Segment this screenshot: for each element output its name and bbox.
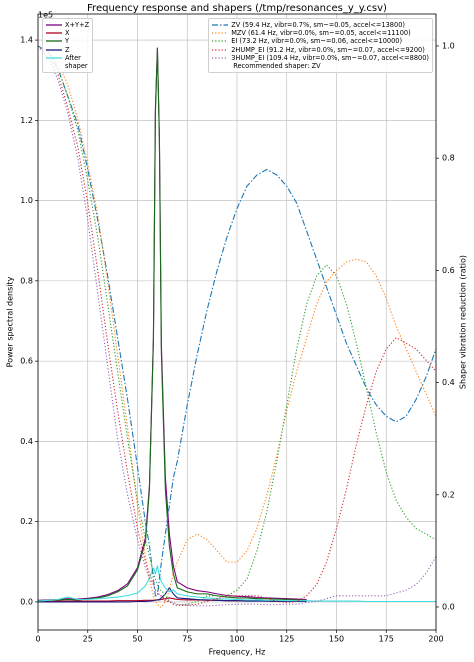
- legend-swatch: [212, 57, 229, 59]
- y-tick-label: 1.0: [20, 196, 33, 205]
- legend-shapers: ZV (59.4 Hz, vibr=0.7%, sm~=0.05, accel<…: [208, 18, 433, 74]
- legend-swatch: [46, 49, 62, 51]
- y2-tick-label: 0.8: [442, 154, 455, 163]
- legend-swatch: [46, 24, 62, 26]
- y2-tick-label: 1.0: [442, 41, 455, 50]
- legend-entry: ZV (59.4 Hz, vibr=0.7%, sm~=0.05, accel<…: [212, 21, 429, 29]
- x-tick-label: 50: [132, 635, 142, 644]
- y2-tick-label: 0.2: [442, 490, 455, 499]
- legend-entry: Z: [46, 46, 89, 54]
- y-offset-label: 1e5: [38, 11, 53, 20]
- y-tick-label: 0.4: [20, 437, 33, 446]
- y2-axis-label: Shaper vibration reduction (ratio): [459, 255, 468, 389]
- legend-swatch: [212, 40, 229, 43]
- legend-swatch: [212, 32, 229, 34]
- y2-tick-label: 0.0: [442, 602, 455, 611]
- series-line: [38, 587, 307, 603]
- legend-label: EI (73.2 Hz, vibr=0.0%, sm~=0.06, accel<…: [231, 37, 403, 46]
- x-tick-label: 0: [35, 635, 40, 644]
- x-tick-label: 100: [229, 635, 244, 644]
- legend-entry: 2HUMP_EI (91.2 Hz, vibr=0.0%, sm~=0.07, …: [212, 46, 429, 54]
- y2-tick-label: 0.6: [442, 266, 455, 275]
- y-tick-label: 1.2: [20, 116, 33, 125]
- legend-label: X: [65, 29, 70, 38]
- x-tick-label: 150: [329, 635, 344, 644]
- legend-swatch: [212, 49, 229, 51]
- legend-label: X+Y+Z: [65, 21, 90, 29]
- y-axis-label: Power spectral density: [6, 276, 15, 367]
- legend-label: Z: [65, 45, 70, 54]
- x-tick-label: 200: [428, 635, 443, 644]
- x-tick-label: 175: [379, 635, 394, 644]
- x-axis-label: Frequency, Hz: [209, 648, 266, 657]
- legend-label: 2HUMP_EI (91.2 Hz, vibr=0.0%, sm~=0.07, …: [231, 45, 425, 54]
- y-tick-label: 0.0: [20, 597, 33, 606]
- y-tick-label: 0.8: [20, 276, 33, 285]
- series-line: [37, 47, 307, 602]
- legend-entry: X: [46, 29, 89, 37]
- legend-entry: X+Y+Z: [46, 21, 89, 29]
- legend-entry: MZV (61.4 Hz, vibr=0.0%, sm~=0.05, accel…: [212, 29, 429, 37]
- legend-label: MZV (61.4 Hz, vibr=0.0%, sm~=0.05, accel…: [231, 29, 411, 38]
- legend-entry: Y: [46, 37, 89, 45]
- legend-entry: EI (73.2 Hz, vibr=0.0%, sm~=0.06, accel<…: [212, 37, 429, 45]
- legend-entry: 3HUMP_EI (109.4 Hz, vibr=0.0%, sm~=0.07,…: [212, 54, 429, 62]
- series-line: [37, 565, 436, 603]
- legend-label: Y: [65, 37, 70, 46]
- chart-title: Frequency response and shapers (/tmp/res…: [87, 3, 387, 14]
- legend-swatch: [46, 32, 62, 34]
- series-line: [37, 47, 307, 601]
- x-tick-label: 75: [182, 635, 192, 644]
- legend: X+Y+Z X Y Z After shaper: [42, 18, 94, 74]
- legend-swatch: [46, 40, 62, 43]
- recommended-shaper: Recommended shaper: ZV: [233, 62, 321, 71]
- legend-label: After shaper: [65, 53, 88, 71]
- legend-swatch: [46, 57, 62, 59]
- plot-frame: [37, 13, 437, 631]
- x-tick-label: 125: [279, 635, 294, 644]
- y-tick-label: 0.2: [20, 517, 33, 526]
- legend-entry: After shaper: [46, 54, 89, 70]
- legend-label: 3HUMP_EI (109.4 Hz, vibr=0.0%, sm~=0.07,…: [231, 53, 429, 62]
- legend-swatch: [212, 24, 229, 26]
- legend-label: ZV (59.4 Hz, vibr=0.7%, sm~=0.05, accel<…: [231, 21, 405, 29]
- y2-tick-label: 0.4: [442, 378, 455, 387]
- x-tick-label: 25: [83, 635, 93, 644]
- y-tick-label: 0.6: [20, 357, 33, 366]
- y-tick-label: 1.4: [20, 36, 33, 45]
- series-line: [37, 45, 437, 606]
